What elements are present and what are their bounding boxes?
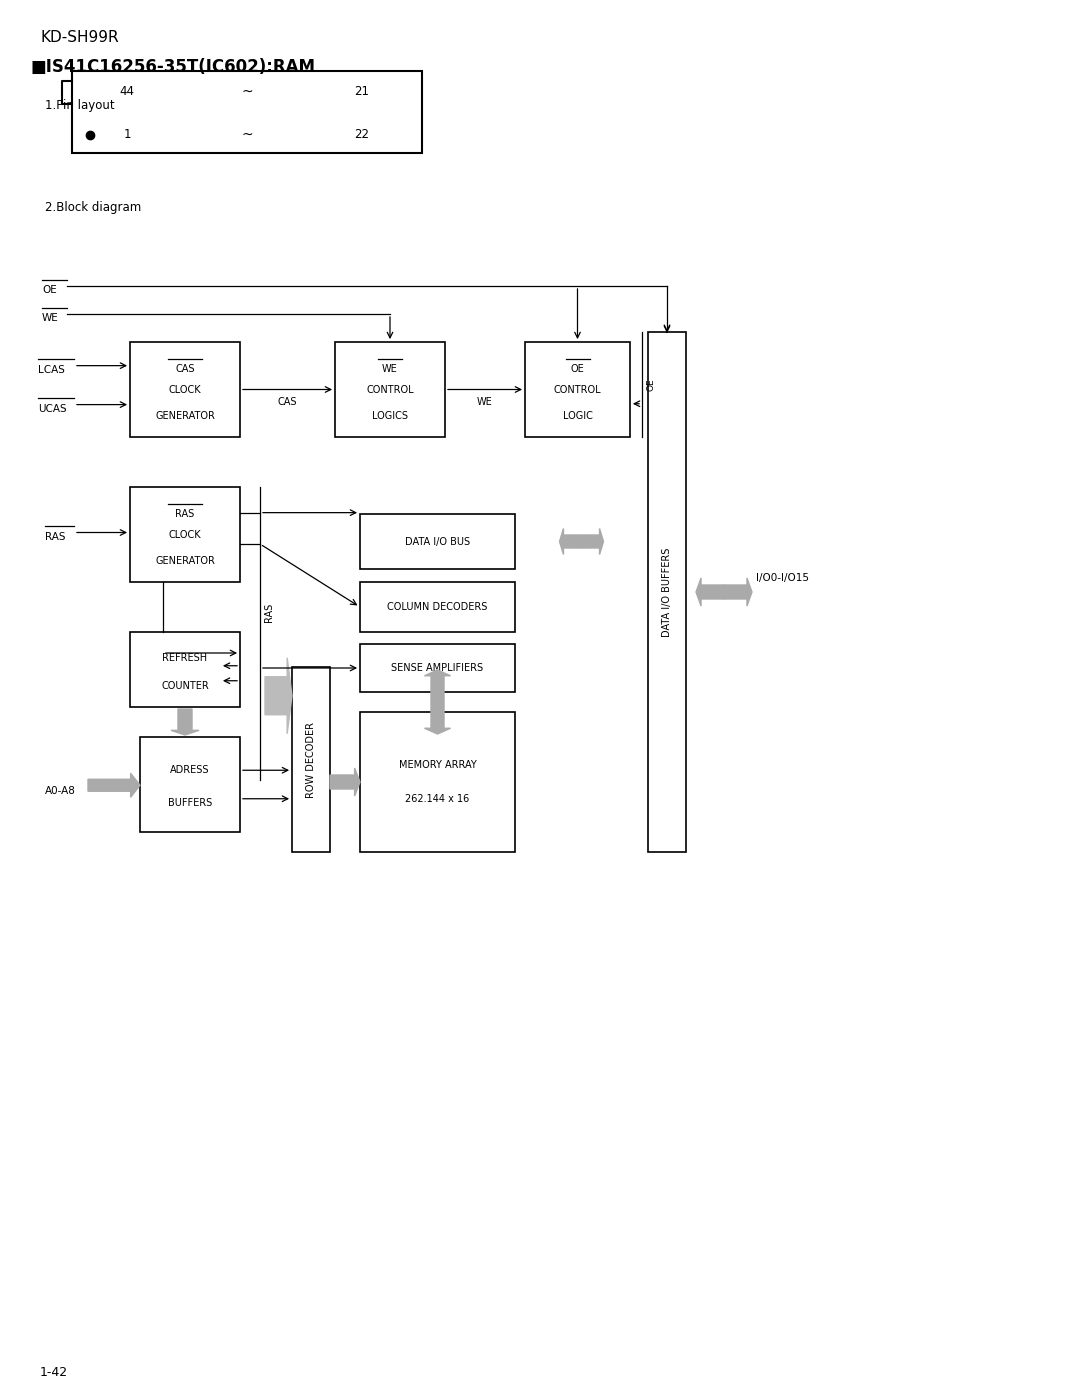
FancyArrow shape — [87, 774, 140, 798]
Text: 22: 22 — [354, 129, 369, 141]
Bar — [360, 644, 515, 692]
Text: I/O0-I/O15: I/O0-I/O15 — [756, 573, 809, 583]
FancyArrow shape — [724, 578, 752, 606]
Text: WE: WE — [477, 397, 492, 407]
Bar — [130, 631, 240, 707]
Text: WE: WE — [382, 363, 397, 373]
Text: SENSE AMPLIFIERS: SENSE AMPLIFIERS — [391, 664, 484, 673]
Bar — [130, 342, 240, 437]
Text: LOGICS: LOGICS — [372, 411, 408, 420]
Text: ROW DECODER: ROW DECODER — [306, 721, 316, 798]
Bar — [360, 712, 515, 852]
Bar — [360, 583, 515, 631]
Bar — [525, 342, 630, 437]
Text: OE: OE — [570, 363, 584, 373]
Text: OE: OE — [647, 379, 656, 391]
Text: UCAS: UCAS — [38, 404, 67, 414]
Text: RAS: RAS — [175, 509, 194, 518]
FancyArrow shape — [330, 768, 360, 796]
Text: COLUMN DECODERS: COLUMN DECODERS — [388, 602, 488, 612]
Text: GENERATOR: GENERATOR — [156, 556, 215, 566]
Text: GENERATOR: GENERATOR — [156, 411, 215, 420]
Bar — [335, 342, 445, 437]
FancyArrow shape — [424, 671, 450, 703]
FancyArrow shape — [581, 528, 604, 555]
Text: ~: ~ — [241, 129, 253, 142]
Text: REFRESH: REFRESH — [162, 654, 207, 664]
Bar — [360, 514, 515, 569]
FancyArrow shape — [696, 578, 724, 606]
Text: CONTROL: CONTROL — [554, 384, 602, 394]
Text: 2.Block diagram: 2.Block diagram — [45, 201, 141, 214]
Text: COUNTER: COUNTER — [161, 680, 208, 692]
Text: RAS: RAS — [264, 602, 274, 622]
Text: ~: ~ — [241, 84, 253, 99]
Text: CLOCK: CLOCK — [168, 529, 201, 539]
Text: ■IS41C16256-35T(IC602):RAM: ■IS41C16256-35T(IC602):RAM — [30, 59, 315, 75]
FancyArrow shape — [559, 528, 581, 555]
Text: RAS: RAS — [45, 531, 66, 542]
Text: DATA I/O BUS: DATA I/O BUS — [405, 536, 470, 546]
Text: OE: OE — [42, 285, 57, 295]
Text: CLOCK: CLOCK — [168, 384, 201, 394]
Text: 1-42: 1-42 — [40, 1365, 68, 1379]
Text: 44: 44 — [120, 85, 135, 98]
Text: ADRESS: ADRESS — [171, 766, 210, 775]
Text: LCAS: LCAS — [38, 365, 65, 374]
Text: KD-SH99R: KD-SH99R — [40, 29, 119, 45]
Text: 1: 1 — [123, 129, 131, 141]
Bar — [130, 488, 240, 583]
Text: DATA I/O BUFFERS: DATA I/O BUFFERS — [662, 548, 672, 637]
FancyArrow shape — [265, 658, 292, 733]
Text: CONTROL: CONTROL — [366, 384, 414, 394]
FancyArrow shape — [424, 703, 450, 733]
Text: CAS: CAS — [278, 397, 297, 407]
Text: LOGIC: LOGIC — [563, 411, 593, 420]
Bar — [140, 738, 240, 833]
Text: WE: WE — [42, 313, 58, 323]
FancyArrow shape — [171, 710, 199, 735]
Bar — [72, 71, 422, 154]
Text: 21: 21 — [354, 85, 369, 98]
Bar — [292, 666, 330, 852]
Text: MEMORY ARRAY: MEMORY ARRAY — [399, 760, 476, 770]
Text: BUFFERS: BUFFERS — [167, 799, 212, 809]
Text: CAS: CAS — [175, 363, 194, 373]
Text: 262.144 x 16: 262.144 x 16 — [405, 793, 470, 803]
Text: 1.Pin layout: 1.Pin layout — [45, 99, 114, 112]
Bar — [648, 332, 686, 852]
Text: A0-A8: A0-A8 — [45, 787, 76, 796]
